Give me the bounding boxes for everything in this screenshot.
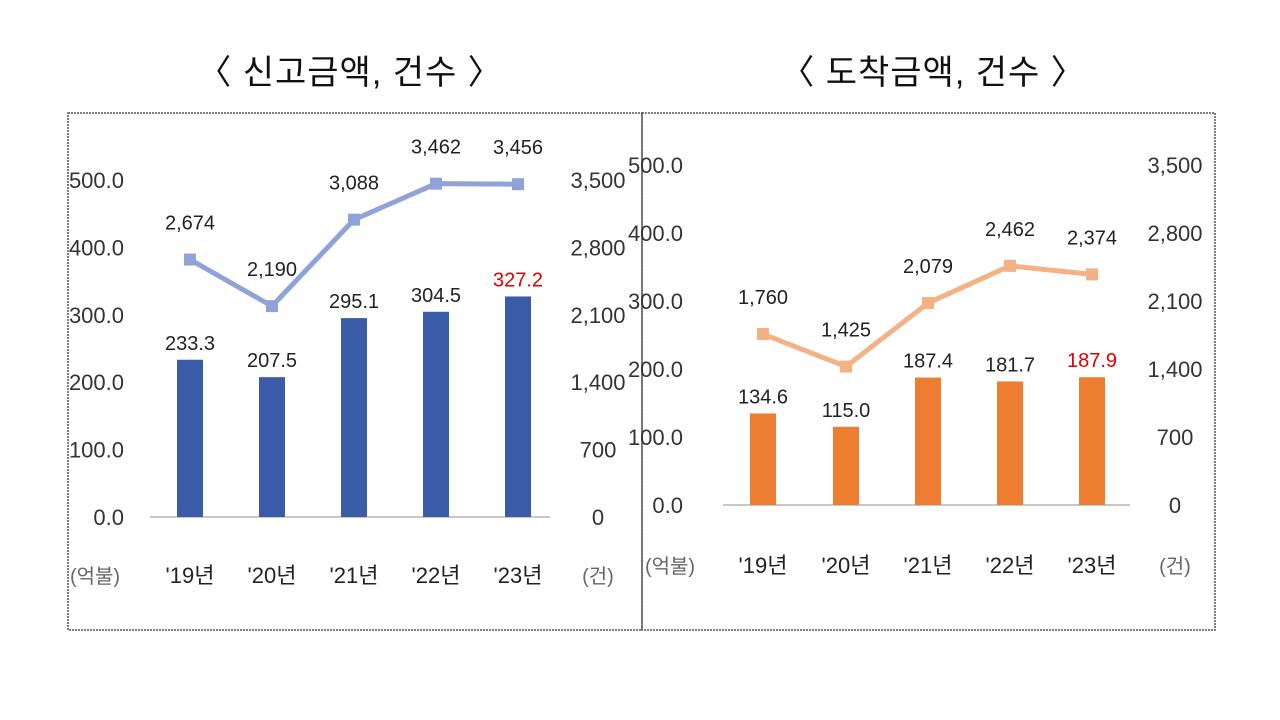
bar [1079,377,1105,505]
line-marker [1086,268,1098,281]
bar-data-label: 233.3 [165,333,215,355]
line-marker [348,213,360,226]
right-axis-tick-label: 1,400 [1147,357,1202,382]
line-data-label: 3,462 [411,137,461,159]
bar-data-label: 181.7 [985,354,1035,376]
x-axis-tick-label: '23년 [1068,553,1117,578]
x-axis-tick-label: '21년 [904,553,953,578]
bar [750,413,776,505]
left-axis-tick-label: 500.0 [69,168,124,193]
bar [177,359,203,517]
right-axis-tick-label: 700 [1157,425,1194,450]
left-axis-unit: (억불) [70,565,120,588]
right-axis-tick-label: 1,400 [570,370,625,395]
bar [259,377,285,517]
x-axis-tick-label: '19년 [739,553,788,578]
line-marker [840,360,852,373]
x-axis-tick-label: '22년 [412,563,461,588]
right-axis-tick-label: 3,500 [1147,153,1202,178]
left-axis-tick-label: 200.0 [628,357,683,382]
x-axis-tick-label: '21년 [330,563,379,588]
line-marker [430,177,442,190]
bar [833,426,859,505]
line-data-label: 2,374 [1067,227,1117,249]
line-data-label: 3,456 [493,137,543,159]
line-data-label: 3,088 [329,173,379,195]
chart-title-report: 〈 신고금액, 건수 〉 [197,54,503,92]
left-axis-tick-label: 100.0 [69,438,124,463]
bar-data-label: 187.4 [903,351,953,373]
line-data-label: 2,190 [247,259,297,281]
line-data-label: 2,079 [903,256,953,278]
right-axis-tick-label: 700 [580,438,617,463]
x-axis-tick-label: '19년 [166,563,215,588]
left-axis-unit: (억불) [645,555,695,578]
x-axis-tick-label: '23년 [494,563,543,588]
x-axis-tick-label: '20년 [248,563,297,588]
bar-data-label: 134.6 [738,386,788,408]
x-axis-tick-label: '22년 [986,553,1035,578]
right-axis-unit: (건) [1159,555,1191,578]
line-data-label: 2,674 [165,213,215,235]
right-axis-tick-label: 2,100 [1147,289,1202,314]
chart-title-arrival: 〈 도착금액, 건수 〉 [780,54,1086,92]
line-marker [757,328,769,341]
right-axis-tick-label: 2,100 [570,303,625,328]
left-axis-tick-label: 300.0 [69,303,124,328]
right-axis-tick-label: 0 [1169,493,1181,518]
bar-data-label: 207.5 [247,350,297,372]
right-axis-tick-label: 2,800 [1147,221,1202,246]
line-data-label: 1,760 [738,287,788,309]
line-marker [512,178,524,191]
line-marker [922,297,934,310]
bar-data-label: 327.2 [493,269,543,291]
left-axis-tick-label: 0.0 [652,493,683,518]
line-marker [184,253,196,266]
left-axis-tick-label: 300.0 [628,289,683,314]
left-axis-tick-label: 400.0 [628,221,683,246]
right-axis-tick-label: 0 [592,505,604,530]
line-data-label: 2,462 [985,219,1035,241]
line-marker [1004,259,1016,272]
right-axis-tick-label: 3,500 [570,168,625,193]
bar [423,311,449,517]
bar [341,318,367,517]
chart-frame [641,112,1216,631]
bar-data-label: 187.9 [1067,350,1117,372]
bar [915,377,941,505]
x-axis-tick-label: '20년 [822,553,871,578]
bar-data-label: 115.0 [822,400,871,422]
bar-data-label: 304.5 [411,285,461,307]
left-axis-tick-label: 0.0 [93,505,124,530]
left-axis-tick-label: 400.0 [69,235,124,260]
left-axis-tick-label: 100.0 [628,425,683,450]
right-axis-unit: (건) [582,565,614,588]
bar [997,381,1023,505]
line-marker [266,300,278,313]
right-axis-tick-label: 2,800 [570,235,625,260]
left-axis-tick-label: 200.0 [69,370,124,395]
bar [505,296,531,517]
line-series [188,181,519,310]
line-data-label: 1,425 [821,320,871,342]
bar-data-label: 295.1 [329,291,379,313]
left-axis-tick-label: 500.0 [628,153,683,178]
